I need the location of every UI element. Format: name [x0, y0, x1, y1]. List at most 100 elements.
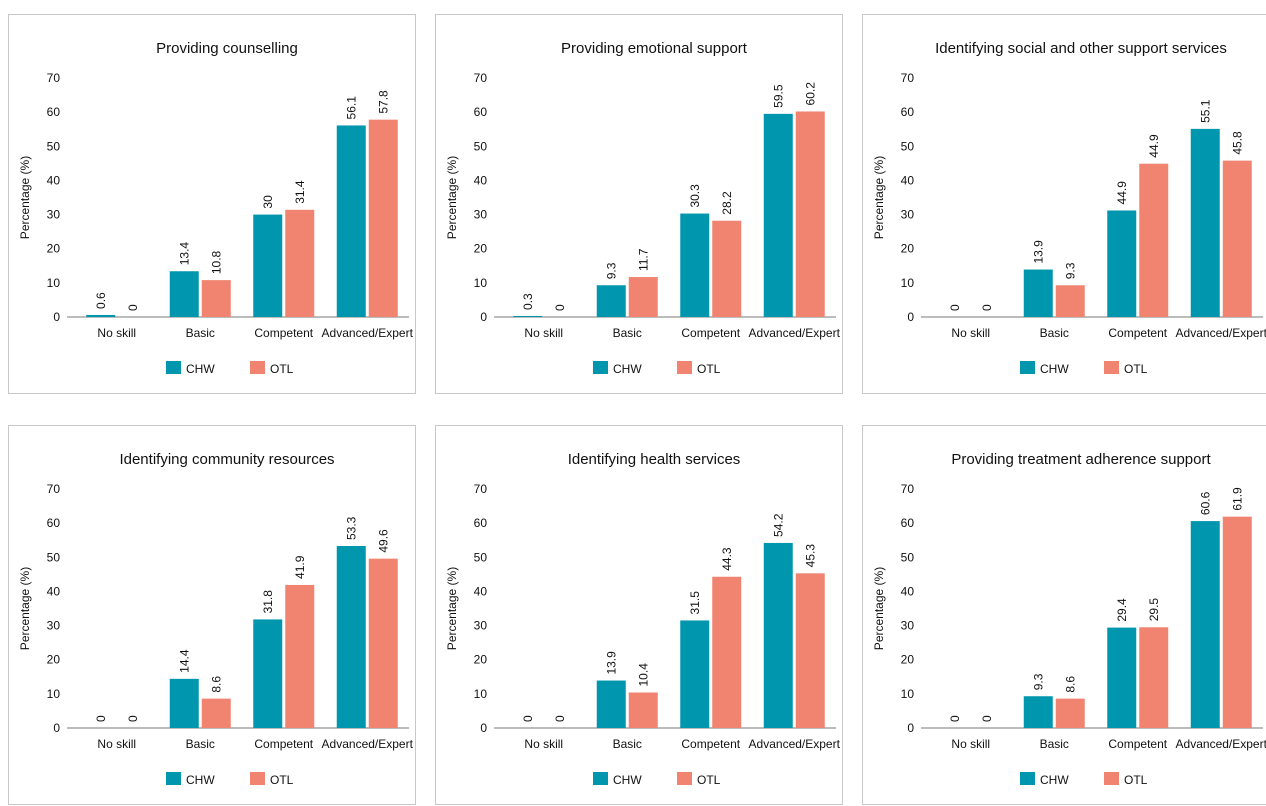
chart-panel-social-services: Identifying social and other support ser… — [862, 14, 1266, 394]
y-tick-label: 0 — [907, 721, 914, 735]
y-tick-label: 20 — [474, 653, 488, 667]
data-label: 11.7 — [636, 248, 650, 271]
y-tick-label: 20 — [901, 242, 915, 256]
x-tick-label: No skill — [524, 737, 563, 751]
data-label: 0 — [980, 715, 994, 722]
bar-otl — [712, 220, 742, 317]
data-label: 44.9 — [1115, 181, 1129, 205]
legend-swatch-otl — [677, 361, 692, 374]
bar-chw — [1107, 210, 1137, 317]
bar-otl — [628, 277, 658, 317]
y-tick-label: 0 — [480, 310, 487, 324]
data-label: 9.3 — [1031, 673, 1045, 690]
chart-title: Identifying social and other support ser… — [935, 40, 1227, 57]
data-label: 14.4 — [177, 649, 191, 673]
chart-svg: Providing emotional support Percentage (%… — [445, 40, 841, 376]
data-label: 49.6 — [376, 529, 390, 553]
y-tick-label: 70 — [901, 482, 915, 496]
legend-label-chw: CHW — [186, 773, 215, 787]
bar-otl — [628, 692, 658, 728]
data-label: 0.3 — [521, 293, 535, 310]
bar-otl — [1139, 627, 1169, 728]
y-tick-label: 50 — [47, 139, 61, 153]
bar-chw — [253, 619, 283, 728]
y-tick-label: 20 — [47, 653, 61, 667]
y-tick-label: 70 — [474, 71, 488, 85]
data-label: 30 — [261, 195, 275, 209]
legend-label-otl: OTL — [697, 773, 721, 787]
data-label: 9.3 — [604, 262, 618, 279]
legend-label-chw: CHW — [186, 362, 215, 376]
y-axis-label: Percentage (%) — [445, 156, 459, 239]
y-tick-label: 30 — [474, 619, 488, 633]
y-tick-label: 0 — [53, 310, 60, 324]
data-label: 57.8 — [376, 90, 390, 114]
y-tick-label: 40 — [47, 173, 61, 187]
data-label: 59.5 — [771, 84, 785, 108]
x-tick-label: Advanced/Expert — [1176, 326, 1266, 340]
x-tick-label: Advanced/Expert — [322, 737, 414, 751]
x-tick-label: No skill — [951, 326, 990, 340]
data-label: 56.1 — [344, 96, 358, 120]
bar-otl — [201, 698, 231, 728]
chart-panel-emotional-support: Providing emotional support Percentage (%… — [435, 14, 843, 394]
data-label: 0 — [126, 304, 140, 311]
bar-chw — [596, 285, 626, 317]
legend-swatch-chw — [166, 772, 181, 785]
bar-chw — [680, 213, 710, 317]
bar-otl — [285, 209, 315, 317]
x-tick-label: Advanced/Expert — [322, 326, 414, 340]
y-tick-label: 40 — [474, 173, 488, 187]
x-tick-label: Competent — [681, 737, 740, 751]
x-tick-label: Basic — [613, 737, 642, 751]
bar-chw — [680, 620, 710, 728]
y-tick-label: 10 — [474, 687, 488, 701]
x-tick-label: Advanced/Expert — [749, 326, 841, 340]
y-tick-label: 40 — [901, 173, 915, 187]
data-label: 53.3 — [344, 516, 358, 540]
y-tick-label: 0 — [53, 721, 60, 735]
y-axis-label: Percentage (%) — [18, 567, 32, 650]
y-axis-label: Percentage (%) — [18, 156, 32, 239]
y-tick-label: 10 — [474, 276, 488, 290]
y-tick-label: 30 — [47, 619, 61, 633]
y-tick-label: 10 — [47, 276, 61, 290]
bar-chw — [763, 113, 793, 317]
y-tick-label: 30 — [474, 208, 488, 222]
x-tick-label: Competent — [1108, 326, 1167, 340]
legend-label-otl: OTL — [697, 362, 721, 376]
legend-label-otl: OTL — [270, 773, 294, 787]
bar-otl — [795, 573, 825, 728]
data-label: 44.9 — [1147, 134, 1161, 158]
y-tick-label: 20 — [901, 653, 915, 667]
y-tick-label: 70 — [474, 482, 488, 496]
data-label: 0 — [553, 715, 567, 722]
y-tick-label: 0 — [480, 721, 487, 735]
legend-label-chw: CHW — [1040, 362, 1069, 376]
data-label: 45.8 — [1230, 131, 1244, 155]
legend-swatch-chw — [1020, 361, 1035, 374]
bar-chw — [1190, 128, 1220, 317]
bar-otl — [1055, 285, 1085, 317]
chart-title: Identifying health services — [568, 451, 741, 468]
chart-title: Identifying community resources — [119, 451, 334, 468]
data-label: 0 — [521, 715, 535, 722]
bar-chw — [336, 546, 366, 728]
data-label: 10.4 — [636, 663, 650, 687]
data-label: 60.6 — [1198, 491, 1212, 515]
data-label: 29.5 — [1147, 598, 1161, 622]
chart-panel-counselling: Providing counselling Percentage (%) 0 10 20… — [8, 14, 416, 394]
y-tick-label: 50 — [474, 550, 488, 564]
chart-title: Providing treatment adherence support — [951, 451, 1211, 468]
y-tick-label: 40 — [47, 584, 61, 598]
x-tick-label: No skill — [97, 737, 136, 751]
data-label: 13.9 — [1031, 240, 1045, 264]
x-tick-label: No skill — [97, 326, 136, 340]
x-tick-label: Competent — [1108, 737, 1167, 751]
bar-otl — [368, 119, 398, 317]
x-tick-label: Advanced/Expert — [749, 737, 841, 751]
y-tick-label: 30 — [47, 208, 61, 222]
y-axis-label: Percentage (%) — [445, 567, 459, 650]
y-tick-label: 0 — [907, 310, 914, 324]
y-tick-label: 50 — [47, 550, 61, 564]
